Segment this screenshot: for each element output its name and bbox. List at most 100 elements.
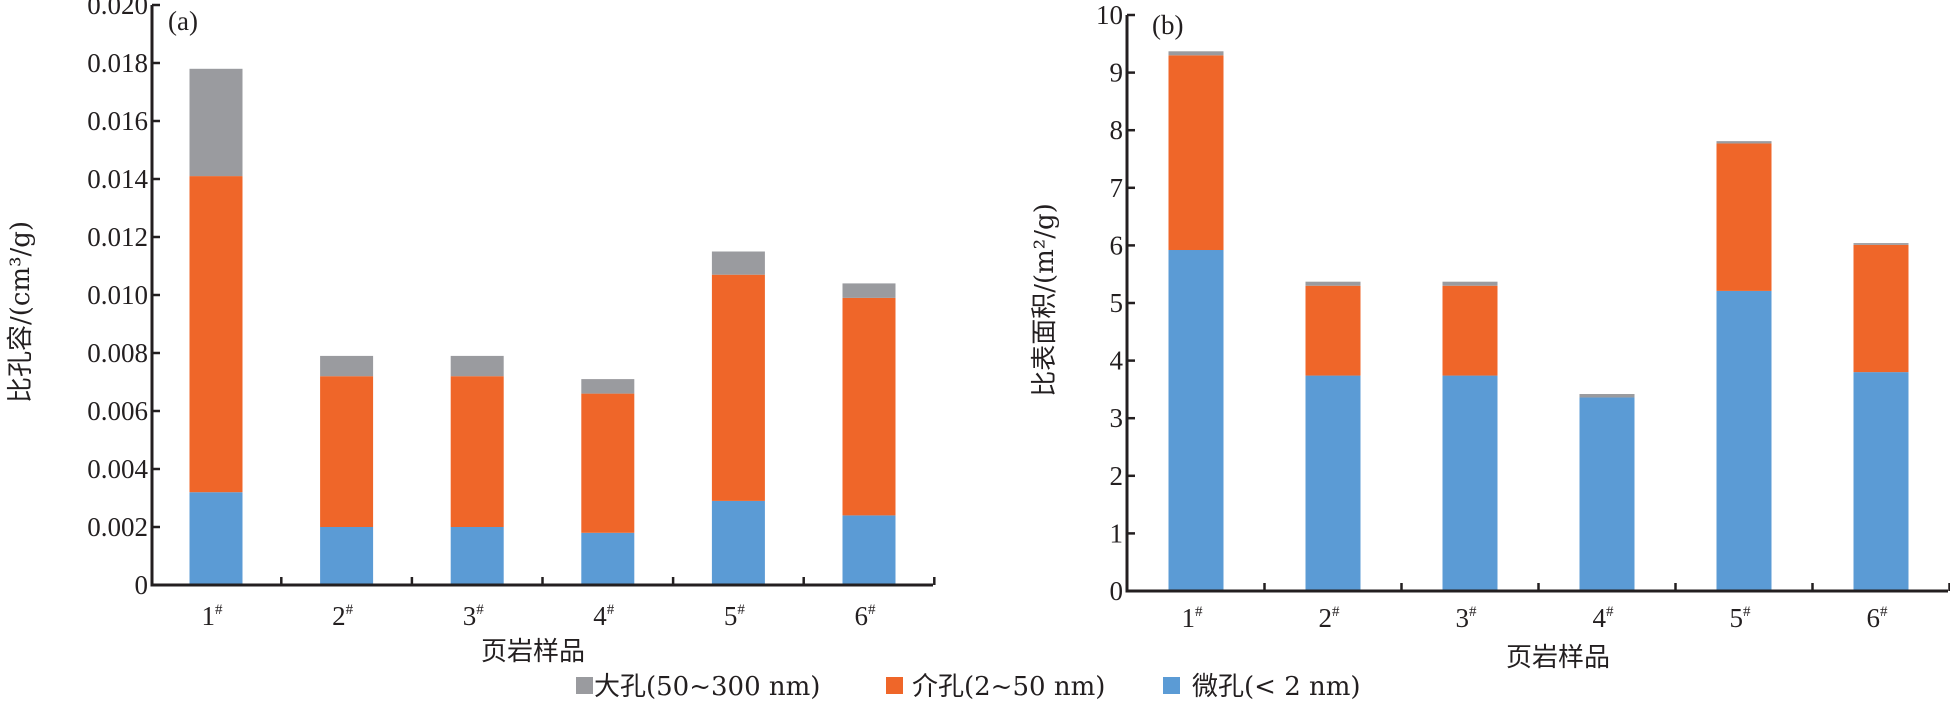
- legend-swatch-meso: [886, 677, 903, 694]
- bar-stack-2: [320, 355, 374, 585]
- bar-stack-5: [711, 251, 765, 585]
- bar-stack-6: [1853, 243, 1909, 591]
- bar-segment-micro: [450, 527, 504, 585]
- bar-segment-macro: [711, 251, 765, 275]
- x-tick-label: 6#: [855, 601, 877, 631]
- bar-segment-macro: [842, 283, 896, 298]
- y-tick-label: 0.018: [87, 48, 148, 78]
- bar-segment-meso: [1168, 55, 1224, 251]
- bar-segment-micro: [1305, 375, 1361, 591]
- y-tick-label: 1: [1110, 518, 1124, 548]
- bar-stack-1: [1168, 51, 1224, 591]
- x-tick-label: 1#: [202, 601, 224, 631]
- legend: 大孔(50~300 nm) 介孔(2~50 nm) 微孔(< 2 nm): [576, 672, 1361, 701]
- x-tick-label: 5#: [724, 601, 746, 631]
- bar-segment-meso: [711, 274, 765, 501]
- bar-segment-meso: [1305, 285, 1361, 376]
- y-tick-label: 0.012: [87, 222, 148, 252]
- y-axis-title: 比孔容/(cm³/g): [6, 221, 36, 403]
- bar-segment-macro: [581, 379, 635, 394]
- x-tick-label: 1#: [1182, 603, 1204, 633]
- bar-segment-macro: [1579, 394, 1635, 398]
- y-tick-label: 3: [1110, 403, 1124, 433]
- y-tick-label: 0.016: [87, 106, 148, 136]
- legend-swatch-macro: [576, 677, 593, 694]
- bar-segment-macro: [1853, 243, 1909, 245]
- y-tick-label: 5: [1110, 288, 1124, 318]
- legend-item-meso: 介孔(2~50 nm): [886, 672, 1105, 701]
- x-tick-label: 4#: [1593, 603, 1615, 633]
- bar-segment-micro: [1168, 250, 1224, 591]
- x-tick-label: 2#: [332, 601, 354, 631]
- x-tick-label: 5#: [1730, 603, 1752, 633]
- bar-segment-micro: [1442, 375, 1498, 591]
- x-tick-label: 3#: [463, 601, 485, 631]
- panel-label: (b): [1152, 10, 1183, 40]
- y-tick-label: 0: [1110, 576, 1124, 606]
- y-tick-label: 8: [1110, 115, 1124, 145]
- bar-segment-micro: [1853, 372, 1909, 591]
- bar-segment-macro: [320, 355, 374, 377]
- y-tick-label: 0.020: [87, 0, 148, 20]
- x-tick-label: 2#: [1319, 603, 1341, 633]
- bar-segment-meso: [1442, 285, 1498, 376]
- bar-segment-meso: [1716, 143, 1772, 291]
- chart-b: 0 1 2 3 4 5 6 7 8 9 10 1# 2# 3# 4# 5# 6# (b) 页岩样品 比表面积/(m²/…: [1030, 0, 1950, 673]
- y-tick-label: 4: [1110, 346, 1124, 376]
- legend-label: 微孔(< 2 nm): [1192, 672, 1361, 701]
- y-tick-label: 0.008: [87, 338, 148, 368]
- bar-segment-macro: [189, 68, 243, 177]
- x-axis-title: 页岩样品: [481, 637, 585, 667]
- bar-segment-meso: [320, 376, 374, 527]
- x-tick-label: 4#: [593, 601, 615, 631]
- bar-stack-4: [1579, 394, 1635, 591]
- bar-segment-macro: [450, 355, 504, 377]
- bar-segment-meso: [450, 376, 504, 527]
- bar-stack-3: [1442, 281, 1498, 591]
- y-tick-label: 0.010: [87, 280, 148, 310]
- bar-stack-5: [1716, 141, 1772, 591]
- legend-label: 介孔(2~50 nm): [912, 672, 1105, 701]
- y-tick-label: 9: [1110, 58, 1124, 88]
- bar-segment-micro: [320, 527, 374, 585]
- bar-segment-micro: [711, 500, 765, 585]
- bar-segment-micro: [581, 532, 635, 585]
- bar-segment-meso: [1853, 244, 1909, 373]
- bar-segment-micro: [1579, 397, 1635, 591]
- y-tick-label: 0.006: [87, 396, 148, 426]
- x-tick-label: 6#: [1867, 603, 1889, 633]
- bar-segment-micro: [1716, 290, 1772, 591]
- bar-stack-4: [581, 379, 635, 585]
- bar-segment-macro: [1442, 281, 1498, 286]
- bar-segment-micro: [189, 492, 243, 585]
- y-tick-label: 0.002: [87, 512, 148, 542]
- chart-a: 0 0.002 0.004 0.006 0.008 0.010 0.012 0.014 0.01…: [6, 0, 936, 667]
- y-tick-label: 0: [135, 570, 149, 600]
- bar-segment-micro: [842, 515, 896, 585]
- y-tick-label: 0.004: [87, 454, 148, 484]
- bar-segment-meso: [189, 176, 243, 493]
- y-tick-label: 2: [1110, 461, 1124, 491]
- bar-segment-macro: [1716, 141, 1772, 144]
- bar-stack-1: [189, 68, 243, 585]
- legend-item-micro: 微孔(< 2 nm): [1163, 672, 1361, 701]
- y-axis-title: 比表面积/(m²/g): [1030, 203, 1060, 397]
- legend-label: 大孔(50~300 nm): [594, 672, 820, 701]
- panel-label: (a): [168, 6, 198, 36]
- legend-swatch-micro: [1163, 677, 1180, 694]
- y-tick-label: 7: [1110, 173, 1124, 203]
- bar-segment-macro: [1168, 51, 1224, 56]
- bar-segment-macro: [1305, 281, 1361, 286]
- y-tick-label: 0.014: [87, 164, 148, 194]
- bar-segment-meso: [842, 297, 896, 516]
- bar-segment-meso: [581, 393, 635, 533]
- y-tick-label: 10: [1096, 0, 1123, 30]
- bar-stack-6: [842, 283, 896, 585]
- bar-stack-2: [1305, 281, 1361, 591]
- x-axis-title: 页岩样品: [1506, 643, 1610, 673]
- x-tick-label: 3#: [1456, 603, 1478, 633]
- y-tick-label: 6: [1110, 230, 1124, 260]
- legend-item-macro: 大孔(50~300 nm): [576, 672, 820, 701]
- bar-stack-3: [450, 355, 504, 585]
